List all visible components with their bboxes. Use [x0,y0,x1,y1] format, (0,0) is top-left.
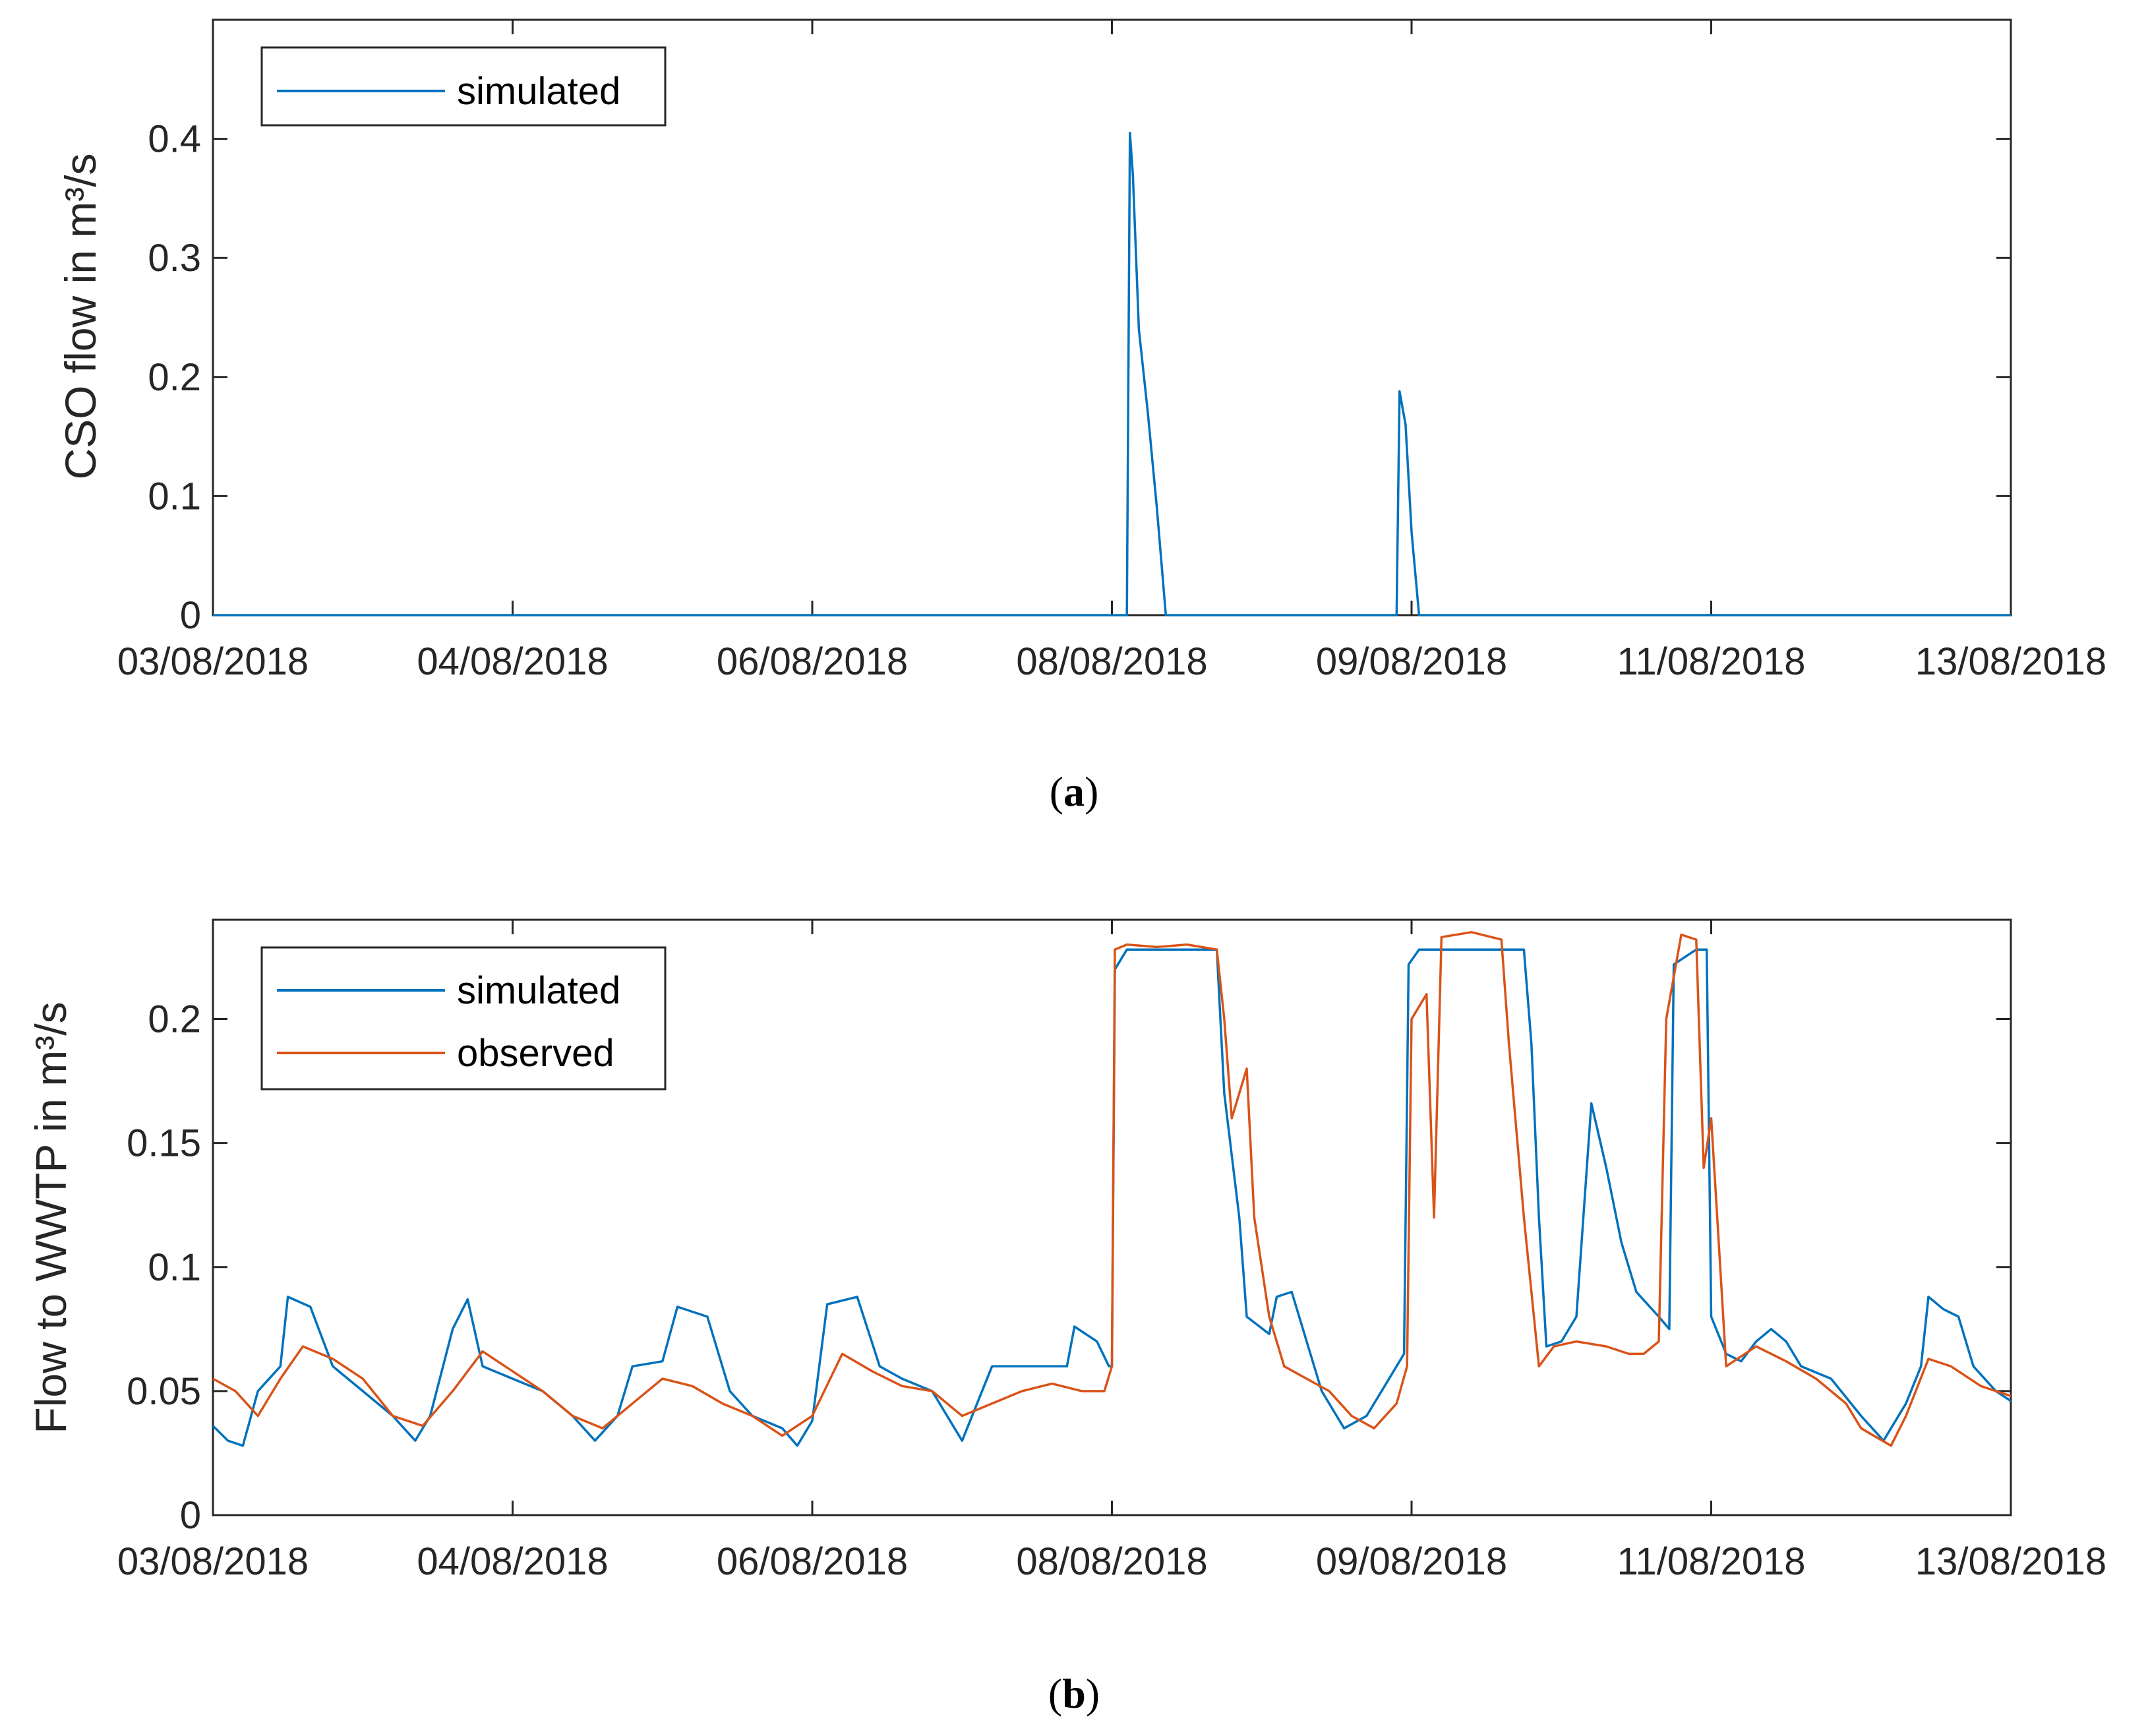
panel-a-caption: (a) [1050,768,1099,815]
x-tick-label: 09/08/2018 [1316,1540,1507,1583]
y-tick-label: 0.3 [148,237,201,280]
panel-b-y-ticks: 0 0.05 0.1 0.15 0.2 [127,998,2011,1537]
panel-a-y-ticks: 0 0.1 0.2 0.3 0.4 [148,118,2011,637]
y-tick-label: 0.1 [148,475,201,518]
panel-a: 0 0.1 0.2 0.3 0.4 03/08/2018 04/08/2018 06/08/… [56,18,2106,815]
x-tick-label: 08/08/2018 [1016,640,1207,683]
x-tick-label: 13/08/2018 [1915,640,2106,683]
x-tick-label: 04/08/2018 [417,1540,608,1583]
series-line-simulated [213,131,2011,616]
y-tick-label: 0.15 [127,1122,201,1165]
panel-b: 0 0.05 0.1 0.15 0.2 03/08/2018 04/08/2018 06/0… [26,918,2106,1717]
x-tick-label: 08/08/2018 [1016,1540,1207,1583]
legend-a-simulated-label: simulated [457,70,620,113]
x-tick-label: 09/08/2018 [1316,640,1507,683]
legend-b-simulated-label: simulated [457,969,620,1012]
panel-b-lines [212,931,2012,1447]
panel-a-x-ticks: 03/08/2018 04/08/2018 06/08/2018 08/08/2018… [117,20,2106,683]
y-tick-label: 0 [180,594,201,637]
x-tick-label: 04/08/2018 [417,640,608,683]
panel-b-legend: simulated observed [260,946,667,1091]
x-tick-label: 13/08/2018 [1915,1540,2106,1583]
x-tick-label: 03/08/2018 [117,1540,309,1583]
x-tick-label: 06/08/2018 [717,1540,908,1583]
panel-b-x-ticks: 03/08/2018 04/08/2018 06/08/2018 08/08/2018… [117,920,2106,1583]
panel-a-caption-letter: a [1063,768,1085,815]
panel-b-caption: (b) [1048,1670,1100,1717]
legend-b-observed-label: observed [457,1032,614,1075]
series-line-observed [212,931,2012,1447]
x-tick-label: 03/08/2018 [117,640,309,683]
x-tick-label: 06/08/2018 [717,640,908,683]
y-tick-label: 0.05 [127,1370,201,1413]
panel-a-lines [213,131,2011,616]
panel-a-legend: simulated [260,46,667,127]
y-tick-label: 0.4 [148,118,201,161]
y-tick-label: 0.2 [148,356,201,399]
y-tick-label: 0.2 [148,998,201,1041]
y-tick-label: 0.1 [148,1246,201,1289]
panel-b-y-axis-label: Flow to WWTP in m³/s [26,1002,75,1433]
panel-a-y-axis-label: CSO flow in m³/s [56,153,105,479]
series-line-simulated [212,948,2012,1447]
x-tick-label: 11/08/2018 [1617,640,1806,683]
y-tick-label: 0 [180,1494,201,1537]
panel-b-caption-letter: b [1062,1670,1086,1717]
x-tick-label: 11/08/2018 [1617,1540,1806,1583]
